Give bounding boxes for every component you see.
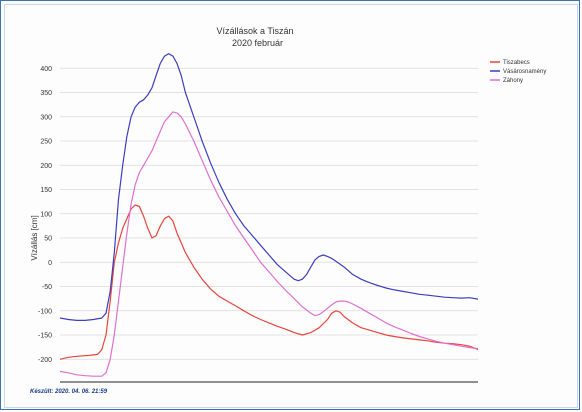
y-tick-label: 300 [40, 114, 52, 121]
series-line-2 [59, 111, 479, 377]
chart-inner-border [4, 4, 578, 408]
y-tick-label: 100 [40, 211, 52, 218]
y-tick-labels: -200 -150 -100 -50 0 50 100 150 200 250 300 350 400 [38, 66, 52, 364]
legend-label: Záhony [503, 78, 523, 84]
y-tick-label: -100 [38, 308, 52, 315]
y-tick-label: 350 [40, 90, 52, 97]
y-tick-label: -150 [38, 333, 52, 340]
y-tick-label: -200 [38, 357, 52, 364]
series-line-0 [59, 204, 479, 360]
chart-subtitle: 2020 február [232, 38, 283, 48]
y-tick-label: 0 [48, 260, 52, 267]
legend-label: Tiszabecs [503, 60, 530, 66]
y-tick-label: 150 [40, 187, 52, 194]
y-tick-label: 400 [40, 66, 52, 73]
y-tick-label: 250 [40, 139, 52, 146]
chart-title: Vízállások a Tiszán [216, 26, 293, 36]
y-axis-label: Vízállás [cm] [30, 215, 39, 260]
legend: Tiszabecs Vásárosnamény Záhony [490, 60, 546, 84]
y-tick-label: 50 [44, 236, 52, 243]
grid-layer [60, 67, 478, 360]
footnote-created: Készült: 2020. 04. 06. 21:59 [30, 389, 108, 395]
series-line-1 [59, 53, 479, 321]
y-tick-label: -50 [42, 284, 52, 291]
y-tick-label: 200 [40, 163, 52, 170]
series-layer [59, 53, 479, 377]
legend-label: Vásárosnamény [503, 69, 546, 75]
